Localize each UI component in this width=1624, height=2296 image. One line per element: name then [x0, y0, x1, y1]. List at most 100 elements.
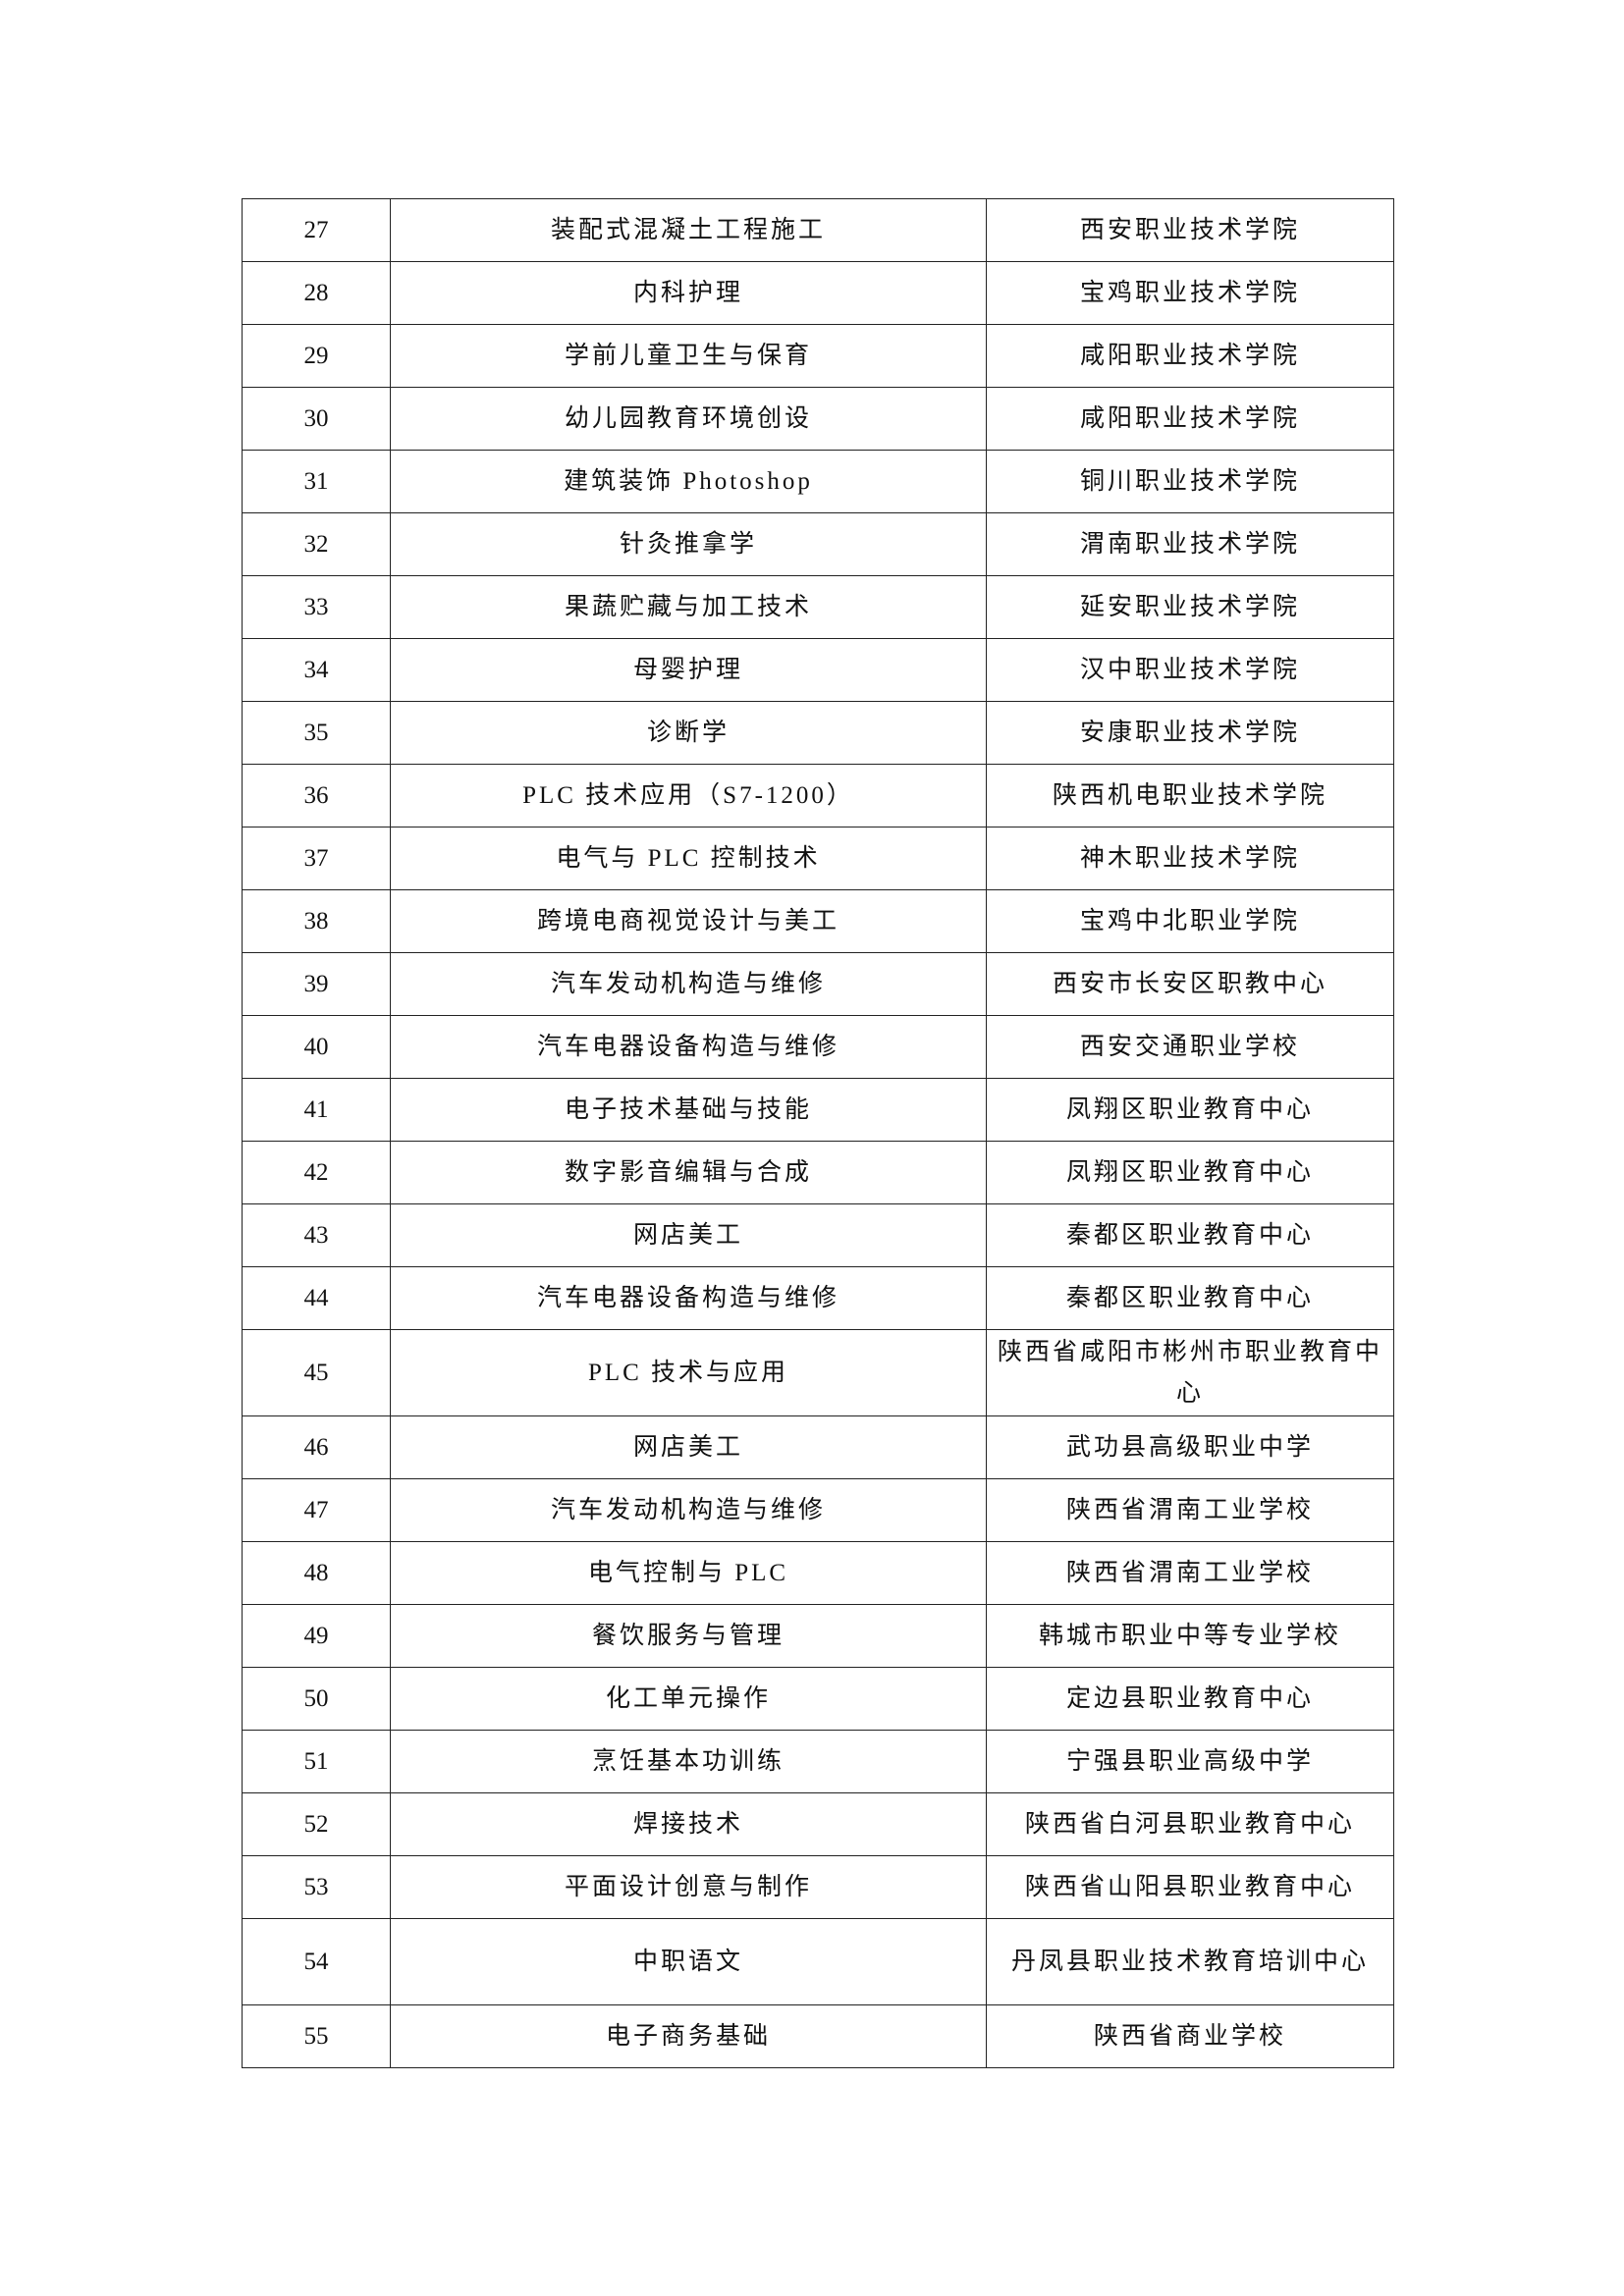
table-row: 54 中职语文 丹凤县职业技术教育培训中心	[242, 1918, 1394, 2005]
table-row: 37 电气与 PLC 控制技术 神木职业技术学院	[242, 827, 1394, 890]
row-number: 40	[242, 1015, 391, 1079]
table-row: 39 汽车发动机构造与维修 西安市长安区职教中心	[242, 952, 1394, 1016]
school-name: 丹凤县职业技术教育培训中心	[986, 1918, 1394, 2005]
school-name: 宝鸡中北职业学院	[986, 889, 1394, 953]
school-name: 宝鸡职业技术学院	[986, 261, 1394, 325]
table-row: 34 母婴护理 汉中职业技术学院	[242, 638, 1394, 702]
course-name: 电子技术基础与技能	[390, 1078, 987, 1142]
course-name: 电气与 PLC 控制技术	[390, 827, 987, 890]
school-name: 渭南职业技术学院	[986, 512, 1394, 576]
school-name: 陕西省商业学校	[986, 2004, 1394, 2068]
course-name: 针灸推拿学	[390, 512, 987, 576]
row-number: 54	[242, 1918, 391, 2005]
table-row: 52 焊接技术 陕西省白河县职业教育中心	[242, 1792, 1394, 1856]
course-name: 汽车发动机构造与维修	[390, 952, 987, 1016]
course-name: 学前儿童卫生与保育	[390, 324, 987, 388]
row-number: 34	[242, 638, 391, 702]
row-number: 33	[242, 575, 391, 639]
row-number: 55	[242, 2004, 391, 2068]
school-name: 西安市长安区职教中心	[986, 952, 1394, 1016]
row-number: 41	[242, 1078, 391, 1142]
table-row: 45 PLC 技术与应用 陕西省咸阳市彬州市职业教育中心	[242, 1329, 1394, 1416]
row-number: 43	[242, 1203, 391, 1267]
course-name: 平面设计创意与制作	[390, 1855, 987, 1919]
table-row: 43 网店美工 秦都区职业教育中心	[242, 1203, 1394, 1267]
school-name: 武功县高级职业中学	[986, 1415, 1394, 1479]
row-number: 46	[242, 1415, 391, 1479]
row-number: 45	[242, 1329, 391, 1416]
table-row: 28 内科护理 宝鸡职业技术学院	[242, 261, 1394, 325]
course-name: 幼儿园教育环境创设	[390, 387, 987, 451]
course-name: 餐饮服务与管理	[390, 1604, 987, 1668]
table-row: 50 化工单元操作 定边县职业教育中心	[242, 1667, 1394, 1731]
course-name: 汽车电器设备构造与维修	[390, 1015, 987, 1079]
row-number: 51	[242, 1730, 391, 1793]
course-name: 焊接技术	[390, 1792, 987, 1856]
row-number: 42	[242, 1141, 391, 1204]
row-number: 35	[242, 701, 391, 765]
school-name: 陕西省渭南工业学校	[986, 1478, 1394, 1542]
school-name: 陕西省咸阳市彬州市职业教育中心	[986, 1329, 1394, 1416]
table-row: 42 数字影音编辑与合成 凤翔区职业教育中心	[242, 1141, 1394, 1204]
course-name: 汽车发动机构造与维修	[390, 1478, 987, 1542]
table-row: 44 汽车电器设备构造与维修 秦都区职业教育中心	[242, 1266, 1394, 1330]
course-name: 诊断学	[390, 701, 987, 765]
school-name: 宁强县职业高级中学	[986, 1730, 1394, 1793]
course-name: 数字影音编辑与合成	[390, 1141, 987, 1204]
course-name: 电子商务基础	[390, 2004, 987, 2068]
row-number: 52	[242, 1792, 391, 1856]
school-name: 陕西省渭南工业学校	[986, 1541, 1394, 1605]
table-body: 27 装配式混凝土工程施工 西安职业技术学院 28 内科护理 宝鸡职业技术学院 29 学前儿童…	[242, 198, 1394, 2068]
row-number: 27	[242, 198, 391, 262]
table-row: 38 跨境电商视觉设计与美工 宝鸡中北职业学院	[242, 889, 1394, 953]
course-name: 内科护理	[390, 261, 987, 325]
row-number: 48	[242, 1541, 391, 1605]
row-number: 49	[242, 1604, 391, 1668]
table-row: 27 装配式混凝土工程施工 西安职业技术学院	[242, 198, 1394, 262]
course-name: 网店美工	[390, 1415, 987, 1479]
row-number: 44	[242, 1266, 391, 1330]
course-name: 汽车电器设备构造与维修	[390, 1266, 987, 1330]
row-number: 36	[242, 764, 391, 828]
school-name: 韩城市职业中等专业学校	[986, 1604, 1394, 1668]
school-name: 咸阳职业技术学院	[986, 324, 1394, 388]
row-number: 29	[242, 324, 391, 388]
row-number: 39	[242, 952, 391, 1016]
course-name: 建筑装饰 Photoshop	[390, 450, 987, 513]
course-name: 电气控制与 PLC	[390, 1541, 987, 1605]
course-name: PLC 技术与应用	[390, 1329, 987, 1416]
table-row: 32 针灸推拿学 渭南职业技术学院	[242, 512, 1394, 576]
course-school-table: 27 装配式混凝土工程施工 西安职业技术学院 28 内科护理 宝鸡职业技术学院 29 学前儿童…	[242, 198, 1394, 2068]
row-number: 47	[242, 1478, 391, 1542]
school-name: 汉中职业技术学院	[986, 638, 1394, 702]
row-number: 38	[242, 889, 391, 953]
row-number: 37	[242, 827, 391, 890]
school-name: 陕西机电职业技术学院	[986, 764, 1394, 828]
table-row: 41 电子技术基础与技能 凤翔区职业教育中心	[242, 1078, 1394, 1142]
table-row: 35 诊断学 安康职业技术学院	[242, 701, 1394, 765]
course-name: 化工单元操作	[390, 1667, 987, 1731]
school-name: 定边县职业教育中心	[986, 1667, 1394, 1731]
course-name: 网店美工	[390, 1203, 987, 1267]
school-name: 神木职业技术学院	[986, 827, 1394, 890]
table-row: 46 网店美工 武功县高级职业中学	[242, 1415, 1394, 1479]
school-name: 西安职业技术学院	[986, 198, 1394, 262]
table-row: 33 果蔬贮藏与加工技术 延安职业技术学院	[242, 575, 1394, 639]
row-number: 28	[242, 261, 391, 325]
course-name: 果蔬贮藏与加工技术	[390, 575, 987, 639]
course-name: 烹饪基本功训练	[390, 1730, 987, 1793]
row-number: 32	[242, 512, 391, 576]
table-row: 30 幼儿园教育环境创设 咸阳职业技术学院	[242, 387, 1394, 451]
table-row: 55 电子商务基础 陕西省商业学校	[242, 2004, 1394, 2068]
table-row: 51 烹饪基本功训练 宁强县职业高级中学	[242, 1730, 1394, 1793]
course-name: PLC 技术应用（S7-1200）	[390, 764, 987, 828]
school-name: 秦都区职业教育中心	[986, 1203, 1394, 1267]
school-name: 延安职业技术学院	[986, 575, 1394, 639]
school-name: 安康职业技术学院	[986, 701, 1394, 765]
course-name: 跨境电商视觉设计与美工	[390, 889, 987, 953]
course-name: 装配式混凝土工程施工	[390, 198, 987, 262]
table-row: 48 电气控制与 PLC 陕西省渭南工业学校	[242, 1541, 1394, 1605]
school-name: 凤翔区职业教育中心	[986, 1141, 1394, 1204]
table-row: 36 PLC 技术应用（S7-1200） 陕西机电职业技术学院	[242, 764, 1394, 828]
row-number: 30	[242, 387, 391, 451]
